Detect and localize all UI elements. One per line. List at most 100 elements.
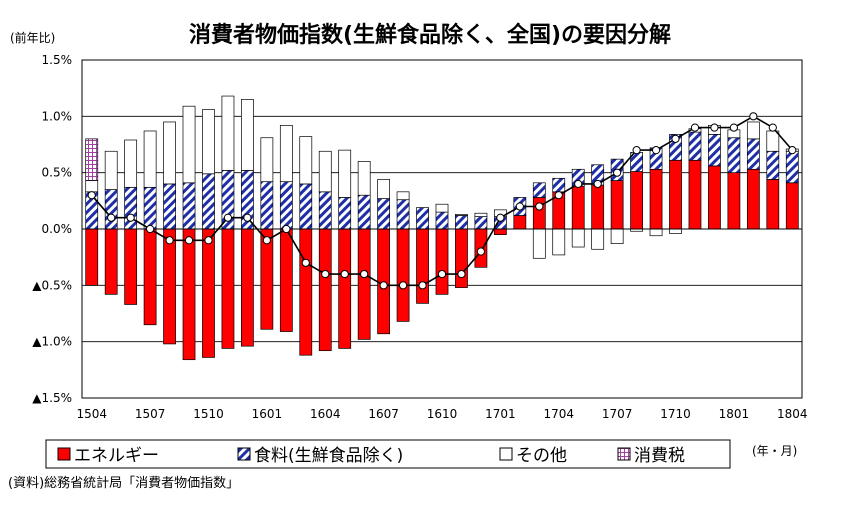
total-line-point (243, 213, 252, 222)
bar-energy (416, 228, 429, 304)
total-line-point (87, 191, 96, 200)
total-line-point (437, 269, 447, 279)
bar-other (591, 228, 605, 250)
legend-label-energy: エネルギー (74, 446, 159, 466)
total-line-point (301, 258, 310, 267)
bar-other (455, 214, 468, 216)
bar-other (474, 212, 488, 217)
total-line-point (282, 224, 291, 234)
bar-other (435, 203, 449, 213)
x-tick-label: 1504 (76, 407, 107, 421)
legend-swatch-tax (617, 447, 631, 461)
y-axis-ticks: 1.5% 1.0% 0.5% 0.0% ▲0.5% ▲1.0% ▲1.5% (32, 53, 72, 405)
bar-food (377, 198, 391, 230)
bar-other (260, 137, 274, 183)
total-line-point (671, 134, 680, 143)
total-line-point (107, 213, 116, 222)
legend-box (45, 439, 731, 469)
x-axis-ticks: 1504 1507 1510 1601 1604 1607 1610 1701 1704 1707… (76, 407, 807, 421)
legend-swatch-food (237, 447, 251, 461)
total-line-point (729, 123, 738, 132)
bar-energy (669, 159, 682, 230)
total-line-point (535, 202, 544, 211)
bar-energy (746, 168, 760, 230)
bar-food (143, 186, 157, 230)
total-line-point (204, 236, 213, 245)
total-line-point (749, 112, 758, 121)
total-line-point (515, 202, 524, 211)
bar-food (416, 207, 429, 230)
bar-energy (396, 228, 410, 322)
bar-energy (202, 228, 215, 358)
bar-food (182, 182, 196, 230)
total-line-point (262, 236, 271, 245)
total-line-point (496, 213, 505, 222)
bar-energy (591, 184, 605, 230)
bar-energy (785, 182, 799, 230)
total-line-point (223, 213, 233, 222)
bar-other (124, 139, 138, 188)
bar-other (552, 228, 566, 256)
legend-label-food: 食料(生鮮食品除く) (254, 446, 403, 466)
y-tick-label: ▲1.0% (32, 335, 72, 349)
bar-other (279, 124, 293, 183)
chart-title: 消費者物価指数(生鮮食品除く、全国)の要因分解 (189, 22, 671, 48)
bar-energy (124, 228, 138, 305)
bar-other (338, 149, 352, 198)
bar-energy (493, 228, 507, 235)
bar-energy (357, 228, 371, 340)
bar-energy (299, 228, 313, 356)
bar-food (435, 211, 449, 230)
total-line-point (554, 191, 563, 200)
bar-other (377, 179, 391, 199)
bar-other (241, 99, 254, 171)
bar-other (318, 150, 332, 193)
bar-food (532, 182, 546, 198)
bar-energy (221, 228, 235, 349)
total-line-point (126, 213, 135, 222)
bar-food (104, 189, 118, 230)
bar-food (727, 137, 741, 174)
total-line-point (184, 236, 194, 245)
bar-food (318, 191, 332, 230)
bar-other (221, 95, 235, 171)
x-tick-label: 1710 (660, 407, 691, 421)
y-tick-label: 1.0% (42, 109, 73, 123)
y-axis-label: (前年比) (10, 30, 55, 45)
bar-other (357, 161, 371, 196)
legend-label-tax: 消費税 (634, 446, 685, 466)
bar-food (163, 183, 176, 230)
source-note: (資料)総務省統計局「消費者物価指数」 (8, 475, 239, 491)
bar-energy (766, 179, 780, 230)
x-tick-label: 1801 (719, 407, 750, 421)
bar-energy (610, 180, 624, 230)
total-line-point (613, 168, 622, 177)
total-line-point (710, 123, 719, 132)
x-tick-label: 1707 (602, 407, 633, 421)
bar-energy (727, 172, 741, 230)
bar-other (746, 121, 760, 140)
bar-food (766, 150, 780, 180)
total-line-point (651, 146, 661, 155)
bar-food (785, 150, 799, 184)
bar-food (746, 138, 760, 170)
bar-energy (85, 228, 99, 286)
y-tick-label: 0.0% (42, 222, 73, 236)
total-line-point (690, 123, 700, 132)
total-line-point (476, 247, 486, 256)
y-tick-label: ▲1.5% (32, 391, 72, 405)
y-tick-label: ▲0.5% (32, 278, 72, 292)
bar-other (163, 121, 176, 185)
total-line-point (788, 146, 797, 155)
bar-food (124, 186, 138, 230)
total-line-point (165, 236, 174, 245)
bar-other (104, 150, 118, 190)
legend-swatch-other (499, 447, 513, 461)
total-line-point (418, 281, 427, 290)
total-line (87, 112, 797, 290)
bar-food (279, 181, 293, 230)
legend-swatch-energy (57, 447, 71, 461)
bar-energy (708, 165, 721, 230)
bar-energy (241, 228, 254, 347)
bar-energy (338, 228, 352, 349)
